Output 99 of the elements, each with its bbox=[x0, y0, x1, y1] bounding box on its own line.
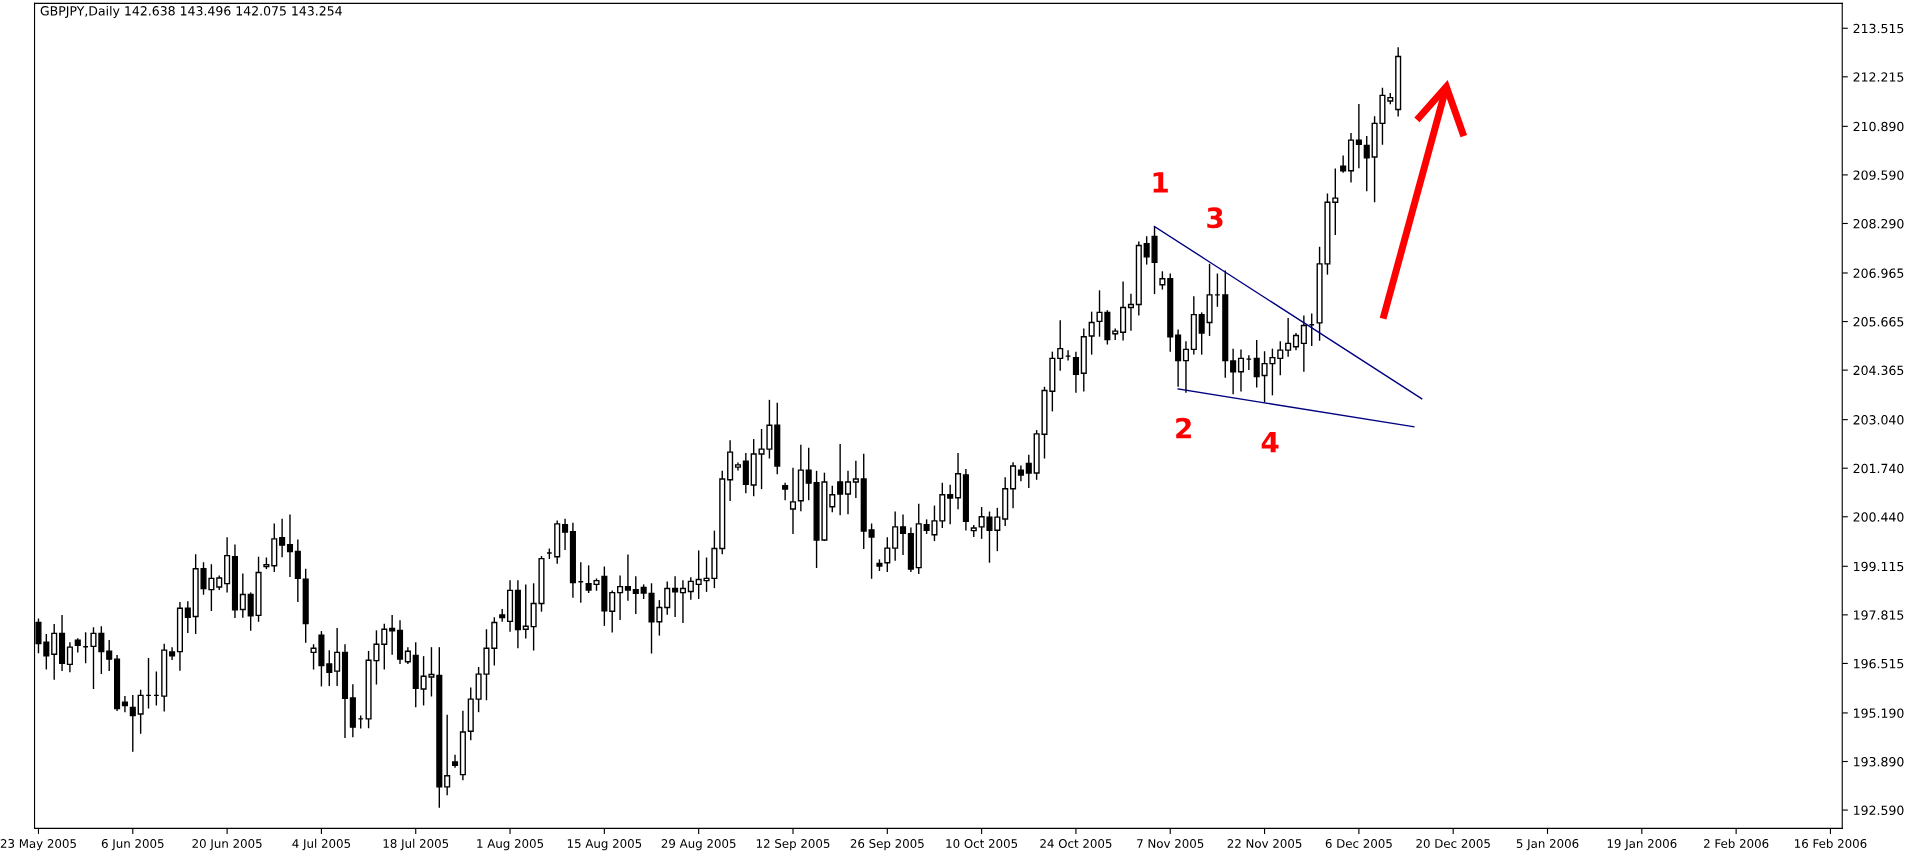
annotation: 1 bbox=[1153, 172, 1168, 193]
candlestick bbox=[884, 536, 891, 573]
candlestick bbox=[66, 641, 73, 673]
candlestick bbox=[609, 589, 616, 634]
candlestick bbox=[1072, 350, 1079, 394]
y-tick-label: 209.590 bbox=[1853, 170, 1904, 180]
candlestick bbox=[286, 513, 294, 578]
y-tick-label: 206.965 bbox=[1853, 268, 1904, 278]
y-tick-label: 213.515 bbox=[1853, 23, 1904, 34]
y-tick-label: 196.515 bbox=[1854, 658, 1904, 669]
candlestick bbox=[1355, 103, 1362, 169]
x-tick-label: 26 Sep 2005 bbox=[850, 839, 924, 851]
x-tick-label: 20 Jun 2005 bbox=[192, 839, 262, 851]
y-tick-label: 212.215 bbox=[1853, 72, 1904, 82]
x-tick-label: 19 Jan 2006 bbox=[1607, 839, 1677, 851]
candlestick bbox=[106, 639, 113, 672]
x-tick-label: 20 Dec 2005 bbox=[1416, 839, 1490, 848]
candlestick bbox=[1277, 340, 1284, 376]
candlestick bbox=[789, 467, 797, 535]
candlestick bbox=[522, 583, 529, 640]
candlestick bbox=[389, 614, 396, 656]
candlestick bbox=[1332, 167, 1339, 236]
x-tick-label: 7 Nov 2005 bbox=[1137, 839, 1204, 848]
candlestick bbox=[1285, 317, 1292, 358]
candlestick bbox=[742, 452, 749, 494]
candlestick bbox=[892, 510, 899, 562]
candlestick bbox=[1182, 340, 1190, 394]
candlestick bbox=[624, 553, 631, 602]
x-tick-label: 15 Aug 2005 bbox=[567, 839, 642, 851]
y-tick-label: 197.815 bbox=[1854, 610, 1904, 620]
x-tick-label: 1 Aug 2005 bbox=[477, 839, 544, 851]
candlestick bbox=[1253, 339, 1260, 389]
annotation: 2 bbox=[1176, 417, 1191, 439]
x-tick-label: 16 Feb 2006 bbox=[1795, 838, 1867, 848]
annotation: 4 bbox=[1261, 431, 1279, 453]
candlestick bbox=[1363, 135, 1370, 193]
candlestick bbox=[1057, 319, 1064, 372]
y-tick-label: 204.365 bbox=[1853, 365, 1904, 376]
candlestick bbox=[326, 649, 333, 687]
candlestick bbox=[687, 576, 694, 601]
candlestick bbox=[1300, 314, 1307, 373]
candlestick bbox=[51, 623, 58, 681]
candlestick bbox=[1010, 461, 1017, 509]
candlestick bbox=[664, 580, 671, 616]
candlestick bbox=[679, 579, 687, 624]
x-tick-label: 12 Sep 2005 bbox=[756, 839, 830, 851]
candlestick bbox=[829, 485, 836, 513]
candlestick bbox=[617, 574, 624, 621]
candlestick bbox=[837, 443, 844, 516]
x-tick-label: 10 Oct 2005 bbox=[946, 839, 1018, 848]
x-tick-label: 29 Aug 2005 bbox=[661, 839, 736, 851]
x-tick-label: 2 Feb 2006 bbox=[1704, 838, 1769, 848]
candlestick bbox=[782, 482, 789, 502]
y-tick-label: 195.190 bbox=[1854, 708, 1904, 718]
y-tick-label: 205.665 bbox=[1853, 317, 1904, 327]
candlestick bbox=[947, 483, 954, 525]
y-tick-label: 201.740 bbox=[1853, 463, 1904, 474]
chart-title: GBPJPY,Daily 142.638 143.496 142.075 143.254 bbox=[40, 5, 342, 18]
candlestick bbox=[1159, 270, 1166, 291]
y-tick-label: 203.040 bbox=[1853, 415, 1904, 425]
candlestick bbox=[868, 522, 875, 580]
candlestick bbox=[852, 460, 859, 499]
candlestick bbox=[1237, 348, 1245, 393]
x-tick-label: 18 Jul 2005 bbox=[383, 838, 449, 851]
candlestick bbox=[334, 627, 341, 687]
x-tick-label: 23 May 2005 bbox=[0, 839, 76, 851]
candlestick bbox=[672, 575, 679, 618]
candlestick bbox=[184, 600, 191, 634]
candlestick bbox=[954, 452, 962, 510]
y-tick-label: 208.290 bbox=[1853, 218, 1904, 229]
x-tick-label: 6 Jun 2005 bbox=[101, 839, 164, 851]
candlestick bbox=[499, 608, 506, 623]
candlestick bbox=[279, 517, 286, 558]
y-tick-label: 210.890 bbox=[1853, 121, 1904, 132]
candlestick bbox=[381, 622, 388, 671]
candlestick bbox=[1025, 454, 1032, 489]
candlestick bbox=[844, 470, 852, 515]
candlestick bbox=[1088, 310, 1095, 356]
candlestick bbox=[562, 517, 569, 551]
candlestick bbox=[137, 689, 144, 735]
candlestick bbox=[899, 513, 907, 556]
candlestick bbox=[239, 572, 246, 619]
y-tick-label: 192.590 bbox=[1854, 805, 1904, 815]
candlestick bbox=[632, 575, 639, 615]
candlestick bbox=[129, 694, 136, 753]
annotation: 3 bbox=[1207, 207, 1223, 229]
y-tick-label: 193.890 bbox=[1854, 756, 1904, 767]
candlestick bbox=[805, 446, 812, 502]
candlestick bbox=[444, 714, 451, 796]
x-tick-label: 22 Nov 2005 bbox=[1227, 839, 1302, 848]
x-tick-label: 6 Dec 2005 bbox=[1325, 839, 1392, 848]
x-tick-label: 5 Jan 2006 bbox=[1516, 839, 1579, 851]
candlestick bbox=[1127, 293, 1135, 332]
y-tick-label: 200.440 bbox=[1853, 512, 1904, 522]
candlestick bbox=[121, 695, 128, 713]
x-tick-label: 24 Oct 2005 bbox=[1040, 839, 1112, 848]
candlestick bbox=[1230, 347, 1237, 395]
y-tick-label: 199.115 bbox=[1854, 561, 1904, 572]
x-tick-label: 4 Jul 2005 bbox=[292, 838, 351, 851]
